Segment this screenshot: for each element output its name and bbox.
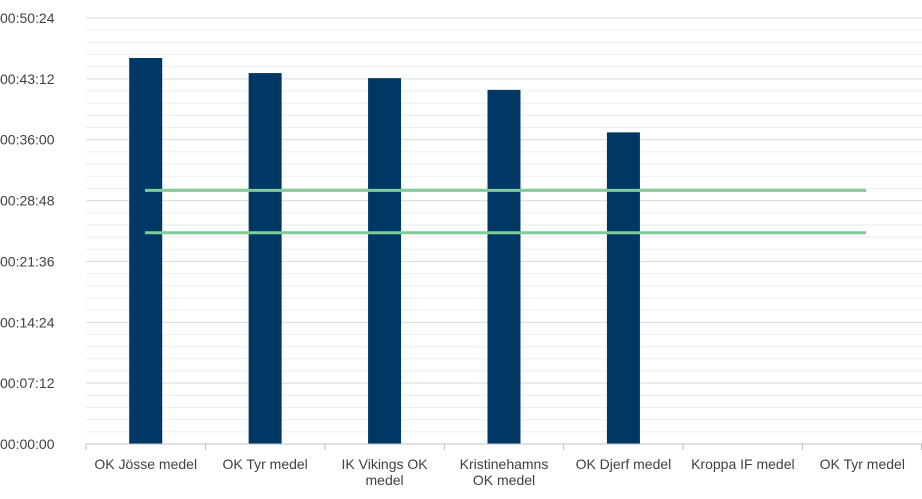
x-category-label-line: Kristinehamns [460,456,549,472]
x-axis [85,443,922,450]
x-category-label-line: Kroppa IF medel [691,456,795,472]
x-category-label-line: OK Tyr medel [820,456,905,472]
x-category-label-line: OK Djerf medel [576,456,672,472]
bar-2 [248,73,282,444]
reference-lines [145,188,866,235]
y-tick-label: 00:28:48 [0,193,55,209]
x-category-label-line: IK Vikings OK [342,456,429,472]
y-tick-label: 00:36:00 [0,132,55,148]
x-category-label: Kristinehamns OK medel [460,456,549,488]
x-category-label-line: OK Jösse medel [94,456,197,472]
y-tick-label: 00:07:12 [0,375,55,391]
x-category-label: OK Tyr medel [820,456,905,472]
y-axis-tick-labels: 00:00:00 00:07:12 00:14:24 00:21:36 00:28:48… [0,10,55,452]
y-tick-label: 00:21:36 [0,253,55,269]
y-tick-label: 00:00:00 [0,436,55,452]
x-category-label: OK Tyr medel [222,456,307,472]
x-axis-category-labels: OK Jösse medel OK Tyr medel IK Vikings OK m… [94,456,905,488]
bar-5 [606,132,640,444]
x-category-label: IK Vikings OK medel [342,456,429,488]
y-tick-label: 00:43:12 [0,71,55,87]
bar-3 [368,78,402,445]
y-tick-label: 00:50:24 [0,10,55,26]
x-category-label: OK Jösse medel [94,456,197,472]
bar-1 [129,58,163,445]
x-category-label: Kroppa IF medel [691,456,795,472]
bar-series [129,58,640,445]
bar-4 [487,89,521,444]
x-category-label-line: OK Tyr medel [222,456,307,472]
x-category-label-line: OK medel [473,472,535,488]
x-category-label-line: medel [366,472,404,488]
y-tick-label: 00:14:24 [0,314,55,330]
x-category-label: OK Djerf medel [576,456,672,472]
